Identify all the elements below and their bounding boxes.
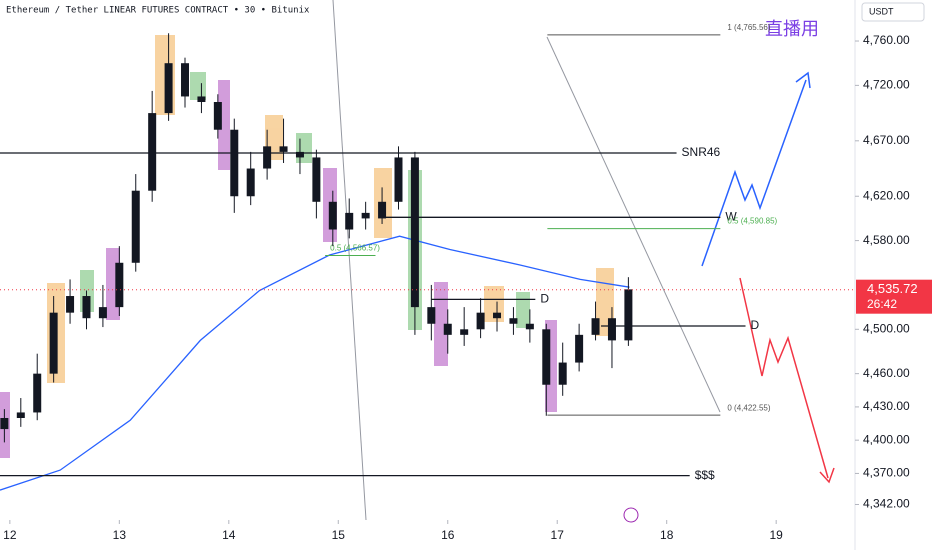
trend-line [332,0,367,521]
x-tick-label: 12 [3,528,17,542]
candle-body [591,318,600,335]
y-tick-label: 4,370.00 [863,466,910,480]
candle-body [49,312,58,374]
level-label: SNR46 [682,145,721,159]
x-tick-label: 18 [660,528,674,542]
candle-body [575,334,584,363]
candle-body [443,323,452,335]
candle-body [394,157,403,202]
x-tick-label: 14 [222,528,236,542]
candle-body [378,201,387,219]
level-label: $$$ [695,468,715,482]
x-tick-label: 19 [769,528,783,542]
plot-area [0,0,855,520]
last-price-box [856,279,932,314]
zone [296,133,312,163]
y-tick-label: 4,720.00 [863,78,910,92]
candle-body [295,151,304,158]
x-tick-label: 15 [332,528,346,542]
candle-body [230,129,239,197]
candle-body [213,102,222,130]
candle-body [361,212,370,219]
candle-body [164,63,173,114]
currency: USDT [869,6,894,16]
level-label: D [751,318,760,332]
candle-body [82,296,91,319]
candle-body [181,63,190,97]
fib-diagonal [546,36,721,413]
candle-body [345,212,354,230]
y-tick-label: 4,670.00 [863,133,910,147]
candle-body [98,307,107,319]
candle-body [246,168,255,197]
candle-body [558,362,567,385]
candle-body [460,329,469,335]
watermark: 直播用 [765,19,819,39]
candle-body [493,312,502,319]
x-tick-label: 17 [551,528,565,542]
y-tick-label: 4,460.00 [863,366,910,380]
fib-label: 0 (4,422.55) [727,403,770,412]
candle-body [148,113,157,191]
x-tick-label: 16 [441,528,455,542]
candle-body [624,289,633,341]
y-tick-label: 4,580.00 [863,233,910,247]
fib-label: 0.5 (4,566.57) [330,244,380,253]
candle-body [0,417,9,430]
countdown: 26:42 [867,297,897,311]
candle-body [410,157,419,308]
candle-body [197,96,206,103]
candle-body [427,307,436,324]
candle-body [607,318,616,341]
candle-body [33,373,42,413]
y-tick-label: 4,430.00 [863,399,910,413]
candle-body [525,323,534,330]
candle-body [16,412,25,418]
zone [190,72,206,100]
x-tick-label: 13 [113,528,127,542]
level-label: D [540,292,549,306]
event-icon [623,507,639,523]
arrow-head [795,71,811,89]
projection-up [701,79,807,267]
level-label: W [725,209,737,223]
projection-down [739,277,829,479]
candle-body [509,318,518,324]
y-tick-label: 4,400.00 [863,432,910,446]
candle-body [263,146,272,169]
zone [434,282,448,366]
last-price-label: 4,535.72 [867,281,918,296]
y-tick-label: 4,342.00 [863,497,910,511]
y-tick-label: 4,620.00 [863,188,910,202]
candle-body [131,190,140,263]
y-tick-label: 4,500.00 [863,321,910,335]
fib-label: 0.5 (4,590.85) [727,217,777,226]
candle-body [115,262,124,308]
candle-body [476,312,485,330]
candle-body [279,146,288,152]
currency-box [861,2,925,22]
zone [516,292,530,328]
candle-body [66,296,75,313]
fib-label: 1 (4,765.56) [727,23,770,32]
candle-body [312,157,321,202]
candle-body [328,201,337,230]
chart-title: Ethereum / Tether LINEAR FUTURES CONTRAC… [6,6,310,16]
y-tick-label: 4,760.00 [863,33,910,47]
arrow-head [819,467,835,484]
candle-body [542,329,551,385]
